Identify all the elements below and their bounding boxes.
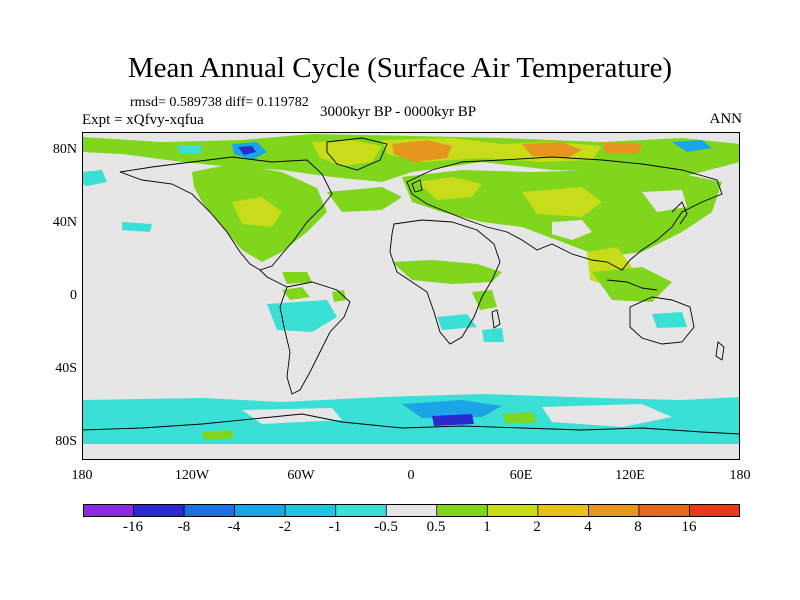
colorbar-label-neg8: -8 [177,519,191,535]
colorbar-bin-11 [638,504,690,517]
colorbar-label-neg2: -2 [278,519,292,535]
greenland-warm-patch [312,140,382,166]
lon-label-180w: 180 [71,468,93,483]
caribbean-warm [282,272,312,284]
coast-madagascar [491,309,501,329]
colorbar-dividers [133,504,690,517]
coast-indonesia [606,279,658,291]
colorbar-bin-5 [335,504,387,517]
asia-neutral-hole-2 [642,190,687,212]
colorbar-label-4: 4 [584,519,592,535]
coast-uk [411,179,423,193]
colorbar-label-05: 0.5 [426,519,446,535]
colorbar-bin-0 [83,504,134,517]
colorbar-bin-9 [537,504,589,517]
lon-label-60e: 60E [509,468,533,483]
colorbar-label-8: 8 [634,519,642,535]
coast-south-america [279,281,351,395]
coastlines [82,137,740,435]
experiment-label: Expt = xQfvy-xqfua [82,112,204,128]
antarctic-neutral-hole-2 [242,408,342,424]
coast-north-america [119,156,333,271]
colorbar-bin-2 [184,504,235,517]
lon-label-60w: 60W [287,468,315,483]
coast-new-zealand [715,341,725,361]
southern-ocean-mid [402,400,502,418]
lat-label-80n: 80N [52,142,77,157]
season-label: ANN [709,111,743,127]
coast-central-america [259,269,288,288]
antarctic-neutral-hole [542,404,672,427]
asia-warm [522,187,602,217]
maritime-asia-warm [592,267,672,302]
coast-greenland [326,137,388,171]
lat-label-80s: 80S [55,434,77,449]
amazon-warm-2 [332,290,346,302]
map-frame [82,132,740,460]
colorbar-bin-3 [234,504,286,517]
arctic-cool-patch [177,146,202,154]
canada-cool-patch-2 [238,146,256,155]
africa-cool [437,314,477,330]
colorbar-label-neg4: -4 [227,519,241,535]
lat-label-eq: 0 [70,288,77,303]
colorbar-bin-6 [386,504,437,517]
chart-title: Mean Annual Cycle (Surface Air Temperatu… [127,52,673,84]
east-africa-warm [472,290,497,310]
colorbar-label-2: 2 [533,519,541,535]
temperature-anomaly-map [82,132,740,460]
colorbar-label-neg05: -0.5 [374,519,398,535]
north-america-warm-mid [232,197,282,227]
south-atlantic-cool [267,300,337,332]
coast-africa [389,219,501,345]
colorbar-bin-12 [689,504,740,517]
southern-ocean-warm-2 [202,430,234,440]
lat-label-40n: 40N [52,215,77,230]
stats-label: rmsd= 0.589738 diff= 0.119782 [130,95,309,110]
coast-antarctica [82,413,740,435]
colorbar-bin-4 [285,504,336,517]
period-label: 3000kyr BP - 0000kyr BP [320,104,477,120]
southern-ocean-warm [502,412,537,424]
pacific-cool-2 [122,222,152,232]
colorbar-bin-7 [436,504,488,517]
arctic-hot-patch-3 [602,142,642,154]
colorbar-bin-8 [487,504,538,517]
coast-eurasia [406,156,723,271]
lat-label-40s: 40S [55,361,77,376]
lon-label-0: 0 [407,468,415,483]
arctic-hot-patch [392,140,452,162]
indian-ocean-cool [482,328,504,342]
colorbar-label-16: 16 [681,519,697,535]
colorbar-label-neg1: -1 [328,519,342,535]
coast-australia [629,296,695,345]
colorbar [83,504,740,517]
europe-warm [417,177,482,200]
asia-neutral-hole [552,220,592,240]
lon-label-120w: 120W [174,468,210,483]
amazon-warm [282,287,310,300]
lon-label-120e: 120E [615,468,645,483]
arctic-cool-patch-2 [672,140,712,152]
north-atlantic-warm [327,187,402,212]
pacific-cool [82,170,107,186]
colorbar-frame [83,504,740,517]
colorbar-label-1: 1 [483,519,491,535]
lon-label-180e: 180 [729,468,751,483]
coast-japan [671,201,688,225]
australia-cool [652,312,687,328]
colorbar-label-neg16: -16 [123,519,143,535]
southern-ocean-deep [432,414,474,426]
colorbar-bin-10 [588,504,639,517]
arctic-hot-patch-2 [522,142,582,158]
africa-warm [392,260,502,284]
colorbar-bin-1 [133,504,185,517]
